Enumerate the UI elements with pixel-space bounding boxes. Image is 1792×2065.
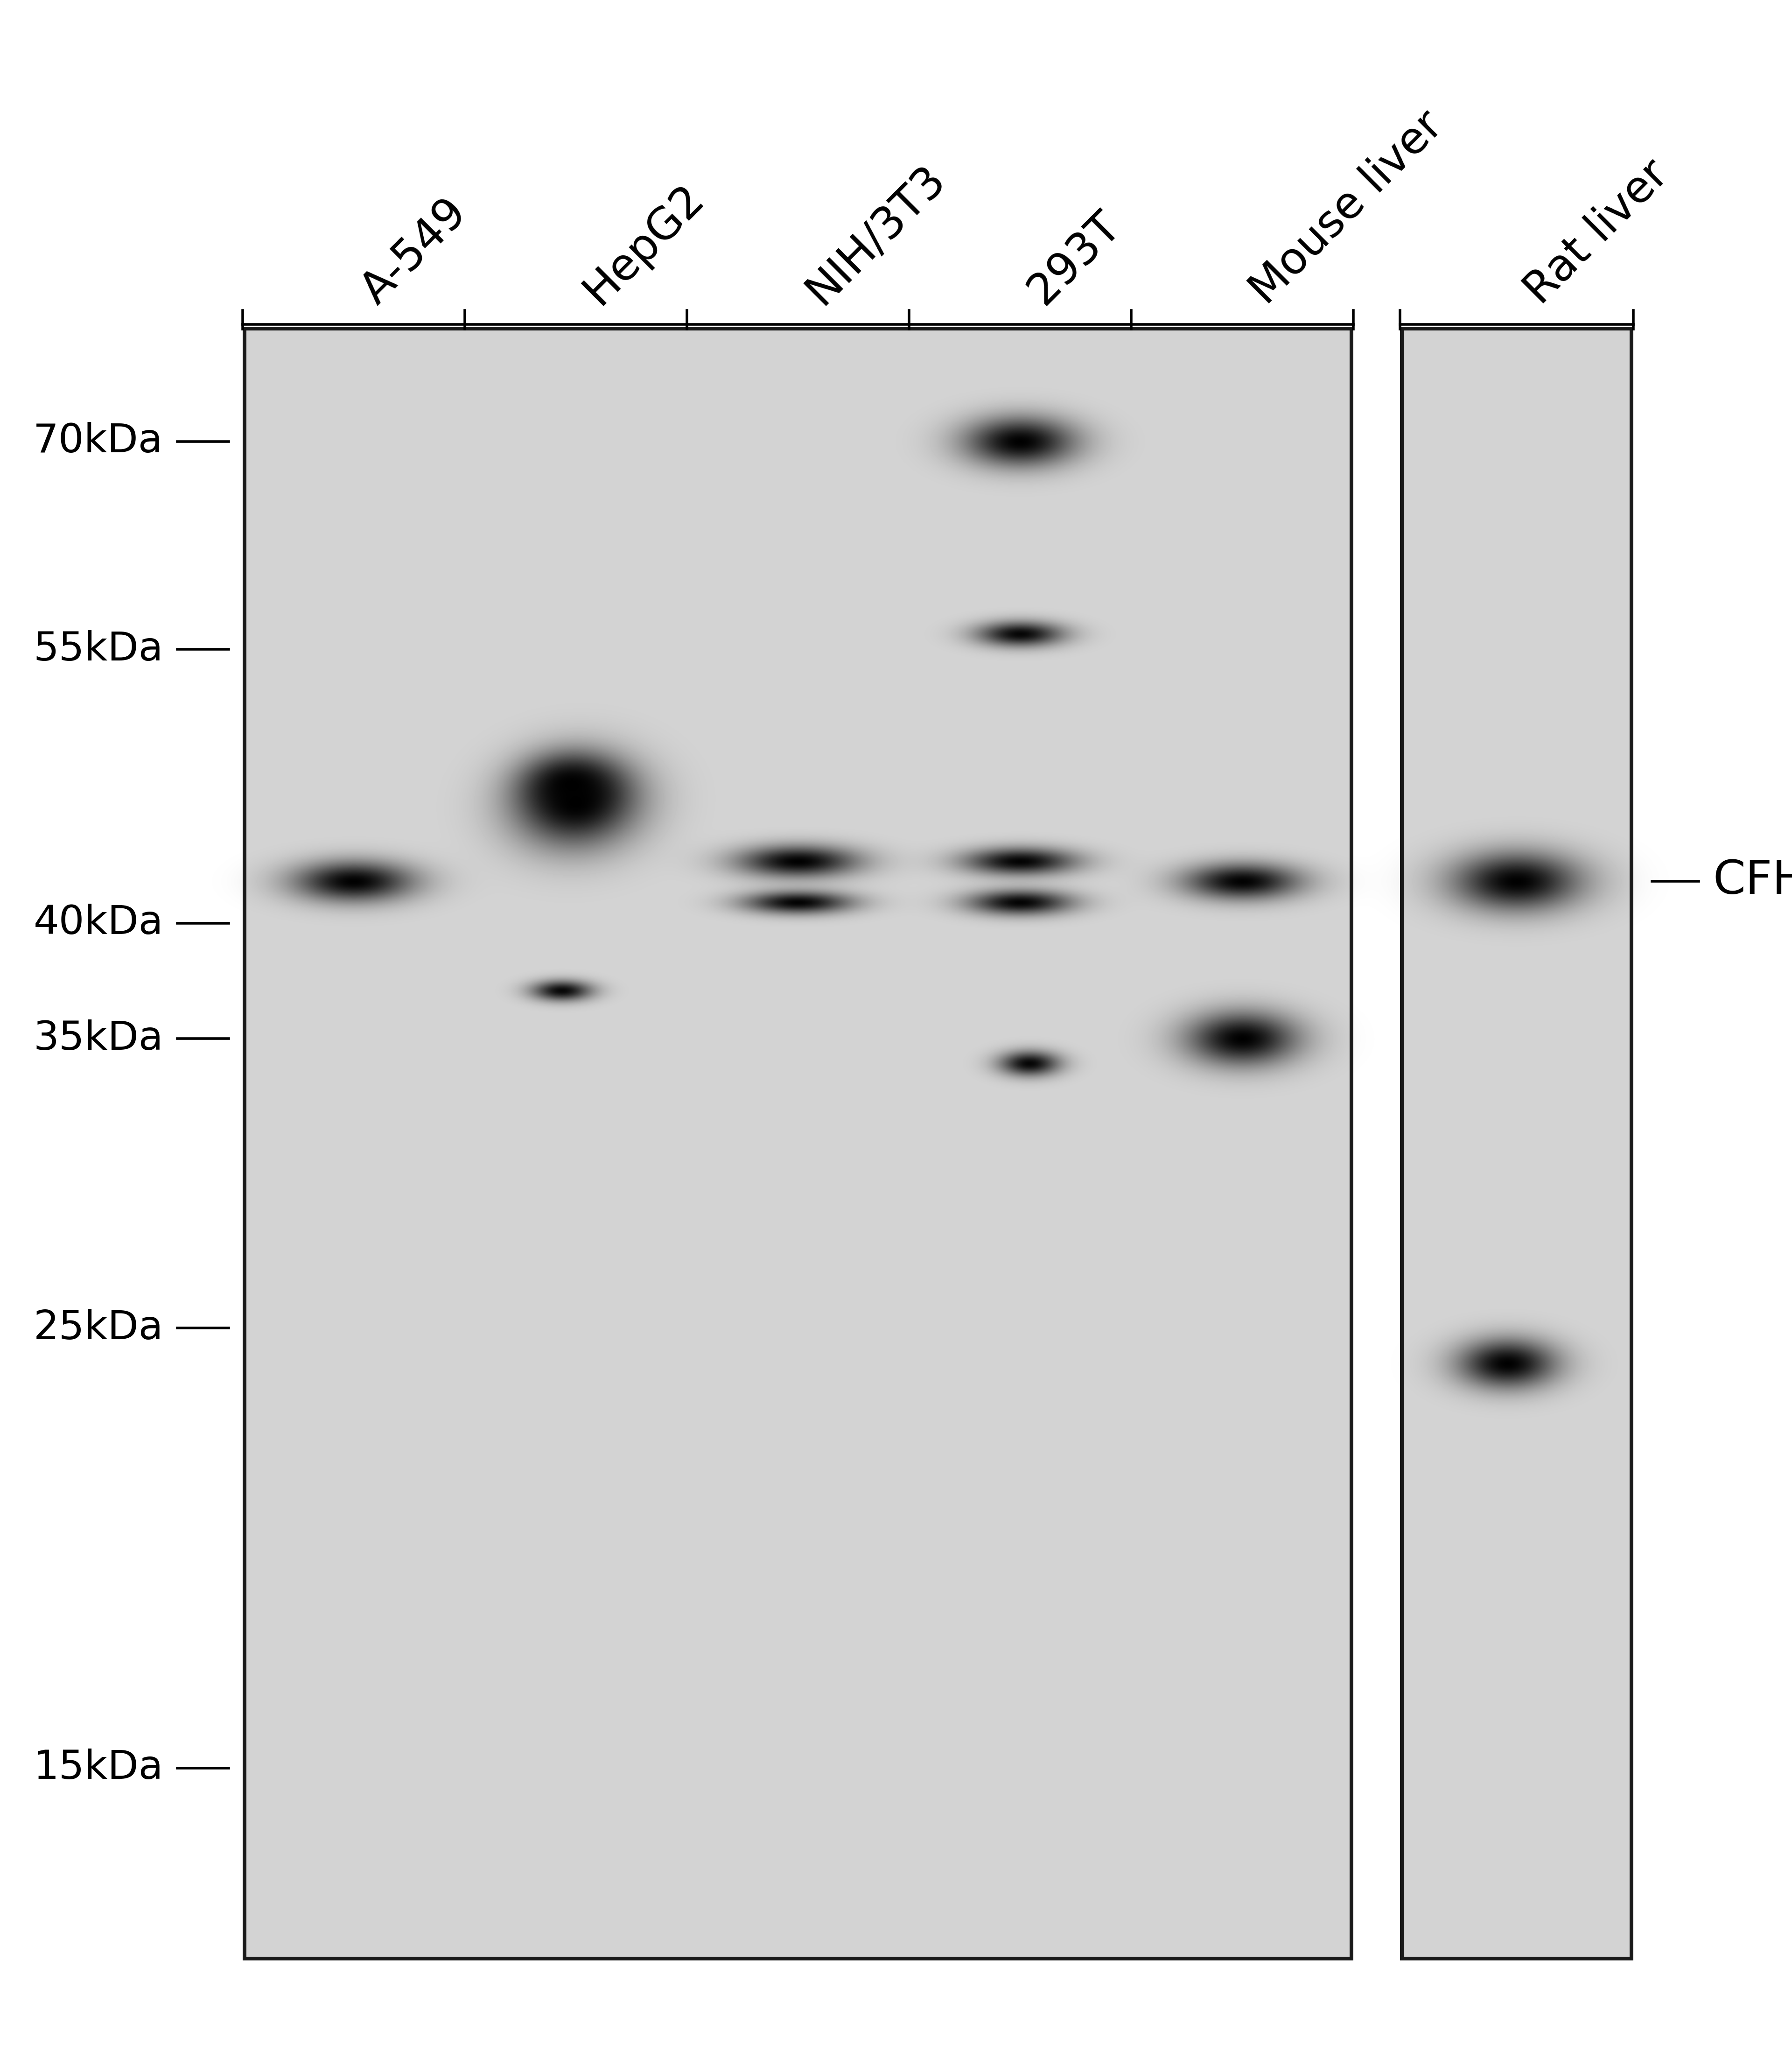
Text: 70kDa: 70kDa: [34, 421, 163, 460]
Text: 293T: 293T: [1020, 204, 1129, 312]
Text: Rat liver: Rat liver: [1516, 153, 1677, 312]
Text: NIH/3T3: NIH/3T3: [797, 157, 953, 312]
Text: Mouse liver: Mouse liver: [1242, 103, 1452, 312]
Text: A-549: A-549: [353, 190, 475, 312]
Text: 25kDa: 25kDa: [34, 1309, 163, 1346]
Text: 40kDa: 40kDa: [34, 904, 163, 942]
Text: 35kDa: 35kDa: [34, 1020, 163, 1057]
Text: HepG2: HepG2: [575, 176, 713, 312]
Text: 55kDa: 55kDa: [34, 630, 163, 669]
Text: 15kDa: 15kDa: [34, 1749, 163, 1788]
Text: CFHR3: CFHR3: [1713, 859, 1792, 904]
